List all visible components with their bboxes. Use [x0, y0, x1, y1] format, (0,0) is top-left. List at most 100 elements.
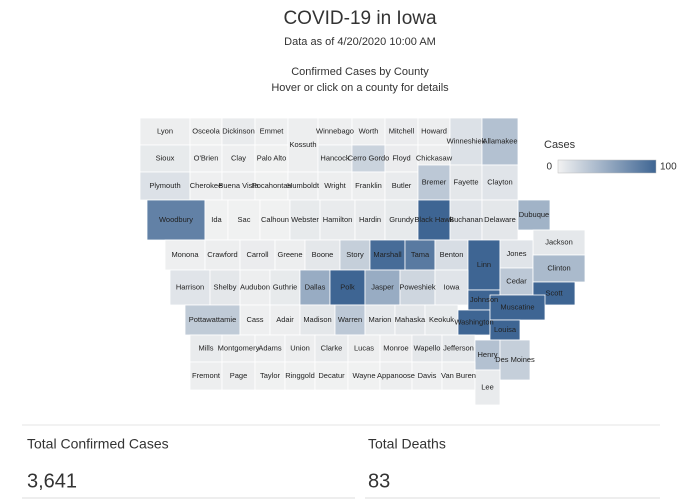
county[interactable] [329, 269, 366, 306]
county[interactable] [499, 339, 531, 381]
county[interactable] [274, 239, 306, 271]
county-label: Pottawattamie [189, 315, 237, 324]
summary-value: 83 [368, 470, 390, 492]
county-map: Lyon Osceola Dickinson Emmet KossuthWinnebag… [139, 117, 586, 406]
county-label: Kossuth [289, 140, 316, 149]
county[interactable] [481, 117, 519, 166]
county[interactable] [347, 361, 381, 391]
county[interactable] [221, 334, 256, 363]
county-label: Benton [440, 250, 464, 259]
county-label: Lucas [354, 343, 374, 352]
county[interactable] [449, 164, 483, 201]
county-label: Winnebago [316, 126, 354, 135]
county-label: Johnson [470, 295, 498, 304]
county[interactable] [417, 199, 451, 241]
county[interactable] [532, 229, 586, 256]
county[interactable] [411, 361, 443, 391]
county-label: Marion [369, 315, 392, 324]
county[interactable] [284, 361, 316, 391]
county-label: Delaware [484, 215, 516, 224]
county[interactable] [441, 334, 476, 363]
county[interactable] [379, 334, 413, 363]
county[interactable] [221, 144, 256, 173]
county-label: Marshall [373, 250, 402, 259]
county[interactable] [434, 239, 469, 271]
county-label: Allamakee [482, 136, 517, 145]
county[interactable] [239, 269, 271, 306]
county[interactable] [189, 171, 223, 201]
county[interactable] [139, 117, 191, 146]
county[interactable] [467, 239, 501, 291]
county[interactable] [489, 294, 546, 321]
county[interactable] [441, 361, 476, 391]
county[interactable] [424, 304, 459, 336]
county[interactable] [499, 267, 534, 296]
county[interactable] [334, 304, 366, 336]
county-label: Cedar [506, 276, 527, 285]
county-label: Fayette [453, 177, 478, 186]
county[interactable] [364, 269, 401, 306]
county-label: Hardin [359, 215, 381, 224]
county[interactable] [404, 239, 436, 271]
county-label: Warren [338, 315, 362, 324]
county[interactable] [449, 117, 483, 166]
county-label: Scott [545, 288, 563, 297]
county[interactable] [434, 269, 469, 306]
county[interactable] [304, 239, 341, 271]
county[interactable] [517, 199, 551, 231]
county-label: Louisa [494, 325, 517, 334]
county-label: Grundy [389, 215, 414, 224]
county[interactable] [239, 304, 271, 336]
county-label: Dallas [305, 282, 326, 291]
county-label: Calhoun [261, 215, 289, 224]
county[interactable] [457, 309, 491, 336]
county[interactable] [299, 269, 331, 306]
county[interactable] [317, 144, 353, 173]
county[interactable] [146, 199, 206, 241]
county[interactable] [221, 361, 256, 391]
county-label: Fremont [192, 371, 221, 380]
county[interactable] [379, 361, 413, 391]
county-label: Harrison [176, 282, 204, 291]
county-label: Clarke [321, 343, 343, 352]
county[interactable] [239, 239, 276, 271]
county[interactable] [189, 117, 223, 146]
county[interactable] [299, 304, 336, 336]
county[interactable] [449, 199, 483, 241]
summary-label: Total Confirmed Cases [27, 436, 169, 452]
county-label: Appanoose [377, 371, 415, 380]
county[interactable] [139, 144, 191, 173]
county-label: Adams [258, 343, 282, 352]
county[interactable] [384, 144, 419, 173]
county[interactable] [384, 171, 419, 201]
county[interactable] [254, 361, 286, 391]
county-label: Bremer [422, 177, 447, 186]
county-label: Des Moines [495, 355, 535, 364]
county[interactable] [532, 254, 586, 283]
county[interactable] [369, 239, 406, 271]
county[interactable] [189, 334, 223, 363]
summary-label: Total Deaths [368, 436, 446, 452]
county[interactable] [209, 269, 241, 306]
county[interactable] [164, 239, 206, 271]
county[interactable] [394, 304, 426, 336]
county[interactable] [411, 334, 443, 363]
county-label: Montgomery [218, 343, 260, 352]
county[interactable] [254, 171, 289, 201]
county-label: Chickasaw [416, 153, 453, 162]
county[interactable] [317, 117, 353, 146]
county[interactable] [384, 117, 419, 146]
county[interactable] [204, 239, 241, 271]
county[interactable] [417, 164, 451, 201]
county[interactable] [169, 269, 211, 306]
county[interactable] [351, 144, 386, 173]
county-label: Mills [199, 343, 214, 352]
county[interactable] [481, 164, 519, 201]
county[interactable] [139, 171, 191, 201]
county[interactable] [339, 239, 371, 271]
county[interactable] [474, 369, 501, 406]
county[interactable] [254, 334, 286, 363]
county[interactable] [221, 171, 256, 201]
county-label: Keokuk [429, 315, 454, 324]
